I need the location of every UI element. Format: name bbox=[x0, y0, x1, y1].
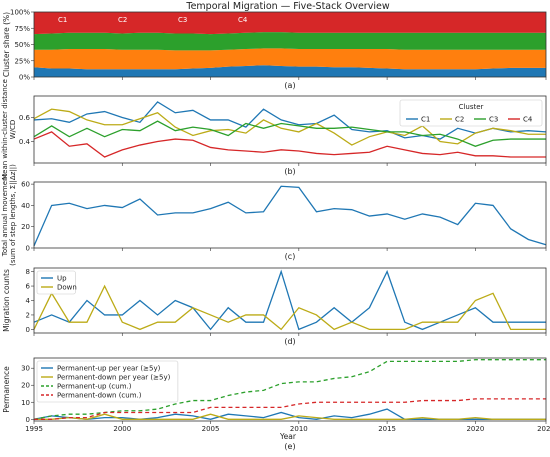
plot-frame bbox=[33, 357, 547, 422]
y-tick-label: 0.4 bbox=[19, 138, 31, 146]
x-tick-label: 2020 bbox=[466, 425, 484, 433]
x-tick-label: 2000 bbox=[113, 425, 131, 433]
legend-box bbox=[399, 99, 543, 127]
x-tick-label: 2024 bbox=[537, 425, 550, 433]
legend-label: Down bbox=[57, 284, 77, 292]
series-line-c3 bbox=[33, 120, 546, 147]
area-label-c3: C3 bbox=[178, 16, 187, 24]
y-axis-label-2: W/CD bbox=[9, 120, 17, 140]
figure-title: Temporal Migration — Five-Stack Overview bbox=[185, 1, 389, 12]
y-axis-label-2: (sum of step lengths, Σ||Δz||) bbox=[9, 164, 17, 266]
series-line-c1 bbox=[33, 101, 547, 140]
area-label-c1: C1 bbox=[58, 16, 67, 24]
y-tick-label: 0.6 bbox=[19, 114, 31, 122]
y-tick-label: 0% bbox=[19, 74, 30, 82]
series-line-c2 bbox=[33, 108, 546, 146]
y-tick-label: 20 bbox=[21, 382, 30, 390]
legend-label: Permanent-up per year (≥5y) bbox=[57, 365, 161, 373]
series-line-permanent-down-per-year-5y- bbox=[34, 413, 546, 420]
y-axis-label: Mean within-cluster distance bbox=[1, 79, 9, 180]
y-tick-label: 0 bbox=[26, 245, 30, 253]
area-c2 bbox=[34, 48, 546, 70]
y-tick-label: 25% bbox=[14, 57, 30, 65]
y-tick-label: 8 bbox=[26, 268, 30, 276]
y-axis-label: Total annual movement bbox=[1, 174, 9, 258]
area-c4 bbox=[34, 12, 546, 35]
panel-label: (c) bbox=[285, 252, 296, 261]
series-line-down bbox=[33, 284, 546, 331]
panel-a: C1 C2 C3 C4 0% 25% 50% 75% 100%Cluster share (%)… bbox=[2, 9, 547, 90]
y-tick-label: 0 bbox=[26, 416, 30, 424]
panel-e: 0 10 20 30 1995 2000 2005 2010 2015 2020 2024 Year P… bbox=[2, 357, 550, 451]
legend-label: C2 bbox=[455, 116, 464, 124]
legend-label: C4 bbox=[523, 116, 533, 124]
y-tick-label: 6 bbox=[26, 283, 31, 291]
panel-label: (e) bbox=[284, 442, 295, 451]
y-tick-label: 40 bbox=[21, 202, 30, 210]
legend-label: C3 bbox=[489, 116, 498, 124]
y-tick-label: 20 bbox=[21, 223, 30, 231]
series-line-up bbox=[33, 269, 546, 331]
x-tick-label: 1995 bbox=[25, 425, 43, 433]
area-c3 bbox=[34, 32, 546, 51]
legend-label: C1 bbox=[421, 116, 430, 124]
y-axis-label: Migration counts bbox=[2, 269, 11, 332]
y-tick-label: 30 bbox=[21, 365, 30, 373]
series-line-c4 bbox=[33, 131, 546, 158]
y-tick-label: 2 bbox=[26, 311, 30, 319]
legend-title: Cluster bbox=[459, 103, 484, 111]
area-c1 bbox=[34, 65, 546, 77]
y-axis-label: Permanence bbox=[2, 366, 11, 413]
plot-frame bbox=[33, 181, 547, 249]
x-tick-label: 2005 bbox=[202, 425, 220, 433]
legend-box bbox=[36, 360, 179, 403]
series-line-permanent-up-cum- bbox=[33, 359, 546, 420]
legend-label: Permanent-down per year (≥5y) bbox=[57, 374, 171, 382]
y-tick-label: 0 bbox=[26, 326, 30, 334]
legend: Permanent-up per year (≥5y)Permanent-dow… bbox=[36, 360, 179, 403]
panel-label: (d) bbox=[284, 337, 295, 346]
legend-label: Permanent-down (cum.) bbox=[57, 392, 142, 400]
area-label-c4: C4 bbox=[238, 16, 248, 24]
panel-label: (a) bbox=[284, 81, 295, 90]
series-line-permanent-down-cum- bbox=[34, 398, 546, 420]
x-axis-label: Year bbox=[279, 432, 297, 441]
x-tick-label: 2010 bbox=[290, 425, 308, 433]
legend-box bbox=[36, 270, 76, 295]
legend: Cluster C1 C2 C3 C4 bbox=[399, 99, 543, 127]
area-label-c2: C2 bbox=[118, 16, 127, 24]
plot-frame bbox=[33, 95, 547, 164]
y-tick-label: 50% bbox=[14, 41, 30, 49]
y-tick-label: 10 bbox=[21, 399, 30, 407]
panel-b: 0.4 0.6 Mean within-cluster distance W/CD (b… bbox=[1, 79, 547, 180]
y-tick-label: 100% bbox=[10, 9, 30, 17]
y-axis-label: Cluster share (%) bbox=[2, 12, 11, 77]
x-tick-label: 2015 bbox=[378, 425, 396, 433]
series-line-total bbox=[33, 185, 547, 247]
panel-c: 0 20 40 60 Total annual movement (sum of step… bbox=[1, 164, 547, 266]
legend-label: Permanent-up (cum.) bbox=[57, 383, 132, 391]
y-tick-label: 60 bbox=[21, 181, 30, 189]
legend-label: Up bbox=[57, 275, 67, 283]
panel-label: (b) bbox=[284, 167, 295, 176]
y-tick-label: 4 bbox=[26, 297, 31, 305]
y-tick-label: 75% bbox=[14, 25, 30, 33]
